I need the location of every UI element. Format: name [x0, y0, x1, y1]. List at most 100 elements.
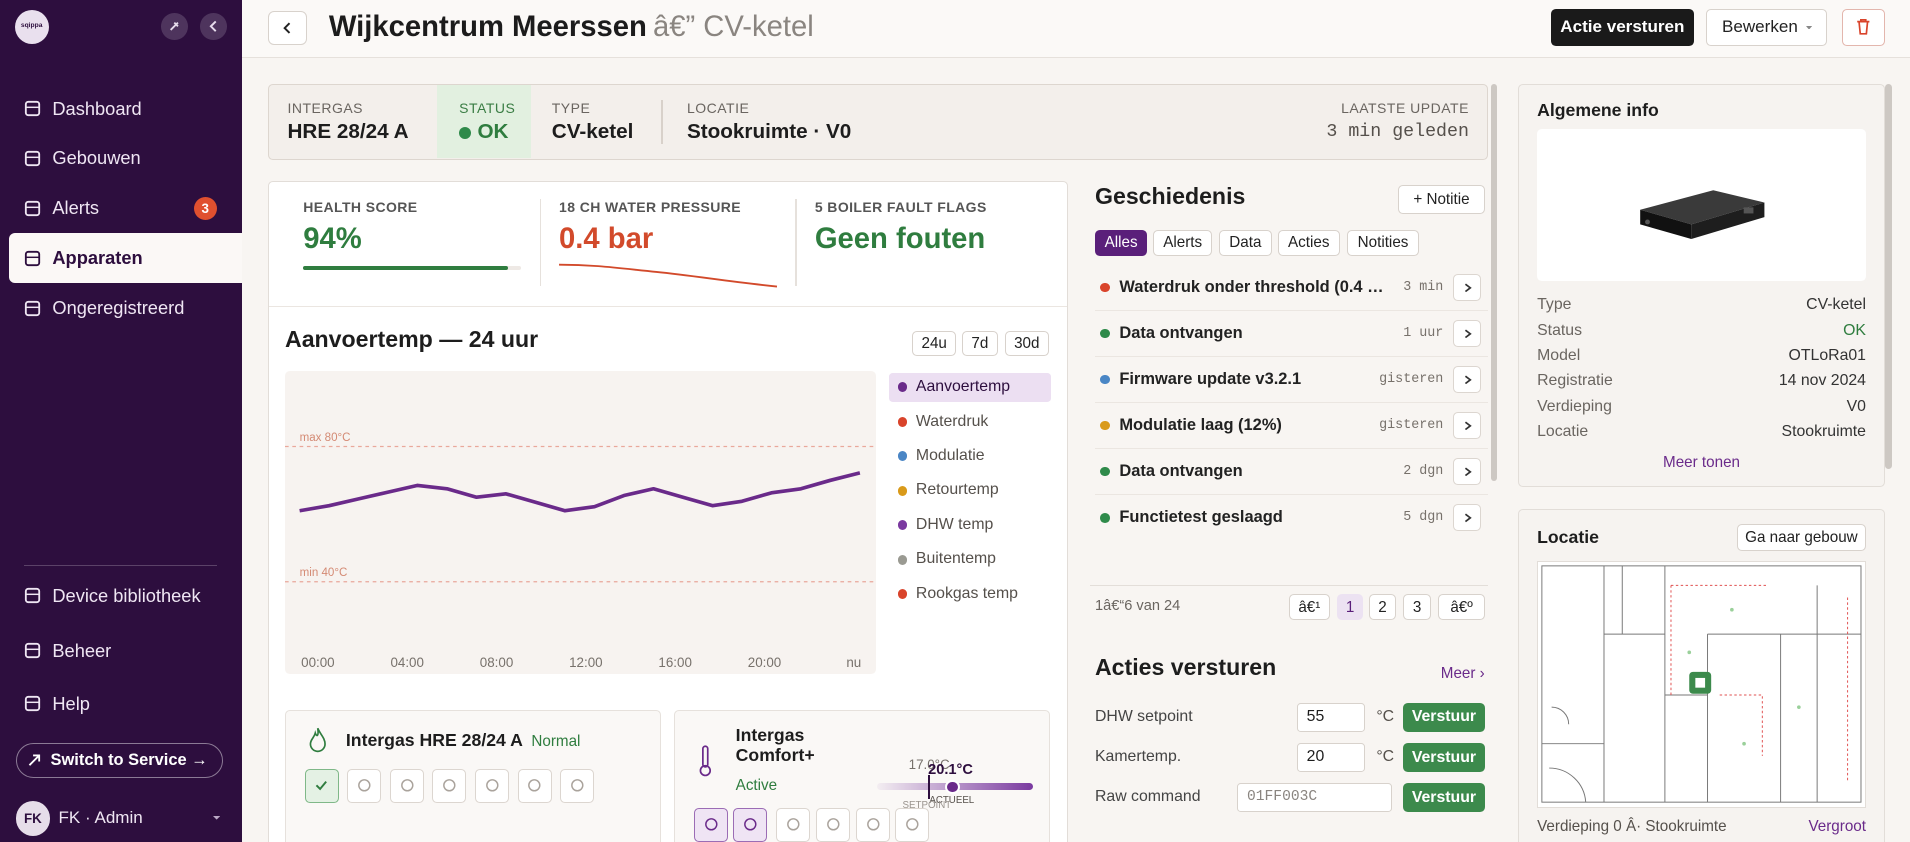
send-button[interactable]: Verstuur: [1403, 783, 1485, 813]
back-button[interactable]: [267, 10, 307, 46]
range-button[interactable]: 7d: [962, 331, 998, 356]
history-tab[interactable]: Alerts: [1153, 230, 1212, 256]
flame-icon: [309, 728, 327, 753]
info-more[interactable]: Meer tonen: [1663, 453, 1741, 471]
location-caption: Verdieping 0 Â· Stookruimte: [1537, 818, 1727, 836]
mode-button[interactable]: [475, 768, 510, 803]
x-tick-label: 16:00: [658, 654, 692, 670]
nav-item[interactable]: Gebouwen: [52, 147, 141, 169]
summary-value: Stookruimte · V0: [686, 120, 852, 144]
user-name[interactable]: FK · Admin: [58, 808, 143, 828]
nav-icon: [25, 100, 41, 117]
mode-button[interactable]: [560, 768, 595, 803]
nav-item[interactable]: Alerts: [52, 197, 100, 219]
send-button[interactable]: Verstuur: [1403, 742, 1485, 773]
history-open-button[interactable]: [1453, 274, 1482, 301]
nav-item[interactable]: Beheer: [52, 639, 112, 661]
mode-button[interactable]: [389, 768, 424, 803]
mode-icon: [744, 818, 757, 831]
send-button[interactable]: Verstuur: [1403, 702, 1485, 732]
mode-button[interactable]: [347, 768, 382, 803]
history-tab[interactable]: Data: [1219, 230, 1272, 256]
add-note-button[interactable]: + Notitie: [1398, 185, 1485, 215]
delete-button[interactable]: [1841, 8, 1886, 47]
collapse-button[interactable]: [199, 13, 227, 41]
mode-button[interactable]: [517, 768, 552, 803]
switch-button[interactable]: Switch to Service →: [15, 742, 223, 779]
history-text[interactable]: Firmware update v3.2.1: [1119, 370, 1302, 389]
page-button[interactable]: â€º: [1438, 594, 1485, 620]
commands-title: Acties versturen: [1094, 654, 1277, 681]
range-button[interactable]: 30d: [1004, 331, 1049, 356]
building-button[interactable]: Ga naar gebouw: [1736, 523, 1866, 551]
history-dot: [1099, 328, 1110, 339]
page-button[interactable]: 2: [1369, 594, 1396, 620]
history-tab[interactable]: Alles: [1094, 230, 1148, 256]
history-open-button[interactable]: [1453, 366, 1482, 393]
history-open-button[interactable]: [1453, 320, 1482, 347]
history-text[interactable]: Data ontvangen: [1119, 462, 1243, 481]
history-text[interactable]: Modulatie laag (12%): [1119, 416, 1282, 435]
legend-item[interactable]: Waterdruk: [915, 412, 989, 430]
trend-line: [299, 471, 861, 514]
info-title: Algemene info: [1537, 100, 1659, 121]
history-text[interactable]: Data ontvangen: [1119, 324, 1243, 343]
info-value: OTLoRa01: [1788, 347, 1866, 365]
mode-button[interactable]: [733, 807, 768, 842]
nav-item[interactable]: Help: [52, 693, 90, 715]
range-button[interactable]: 24u: [912, 331, 957, 356]
command-input[interactable]: 55: [1297, 702, 1366, 732]
page-button[interactable]: â€¹: [1288, 594, 1331, 620]
mode-button[interactable]: [304, 768, 339, 803]
nav-item[interactable]: Device bibliotheek: [52, 584, 201, 606]
location-zoom[interactable]: Vergroot: [1808, 818, 1866, 836]
history-tab[interactable]: Acties: [1277, 230, 1340, 256]
info-key: Status: [1537, 321, 1582, 339]
mode-button[interactable]: [775, 807, 810, 842]
mode-icon: [867, 818, 880, 831]
setpoint-value: 17.0°C: [908, 757, 950, 773]
command-input[interactable]: 01FF003C: [1237, 783, 1393, 813]
x-tick-label: 12:00: [569, 654, 603, 670]
slider-thumb: [945, 779, 960, 795]
last-update-label: LAATSTE UPDATE: [1341, 100, 1469, 117]
status-dot: [459, 126, 472, 139]
nav-item[interactable]: Ongeregistreerd: [52, 297, 185, 319]
history-text[interactable]: Functietest geslaagd: [1119, 508, 1283, 527]
page-title-main: Wijkcentrum Meerssen: [328, 11, 647, 44]
command-input[interactable]: 20: [1297, 742, 1366, 773]
nav-icon: [25, 696, 41, 712]
summary-label: INTERGAS: [287, 100, 364, 117]
mode-button[interactable]: [816, 807, 851, 842]
metric-value: Geen fouten: [814, 222, 986, 255]
legend-item[interactable]: Aanvoertemp: [915, 378, 1011, 396]
metric-label: 18 CH WATER PRESSURE: [559, 198, 742, 215]
mode-button[interactable]: [432, 768, 467, 803]
nav-item[interactable]: Dashboard: [52, 97, 142, 119]
command-unit: °C: [1376, 708, 1395, 726]
nav-item[interactable]: Apparaten: [52, 247, 143, 269]
legend-item[interactable]: DHW temp: [915, 515, 994, 533]
history-tab[interactable]: Notities: [1347, 230, 1419, 256]
mode-button[interactable]: [856, 807, 891, 842]
page-button[interactable]: 1: [1337, 594, 1363, 620]
legend-item[interactable]: Retourtemp: [915, 481, 999, 499]
device-state: Normal: [531, 732, 581, 750]
page-button[interactable]: 3: [1403, 594, 1432, 620]
history-open-button[interactable]: [1453, 504, 1482, 532]
primary-action-button[interactable]: Actie versturen: [1550, 8, 1695, 47]
history-time: gisteren: [1379, 417, 1444, 433]
history-open-button[interactable]: [1453, 412, 1482, 439]
threshold-label: max 80°C: [299, 431, 351, 444]
mode-button[interactable]: [694, 807, 729, 842]
history-open-button[interactable]: [1453, 458, 1482, 485]
history-text[interactable]: Waterdruk onder threshold (0.4 bar ...: [1119, 278, 1388, 297]
legend-item[interactable]: Buitentemp: [915, 550, 996, 568]
commands-more[interactable]: Meer ›: [1440, 664, 1485, 682]
legend-item[interactable]: Modulatie: [915, 446, 985, 464]
edit-button[interactable]: Bewerken: [1706, 8, 1827, 47]
legend-item[interactable]: Rookgas temp: [915, 584, 1018, 602]
legend-dot: [897, 589, 908, 599]
delete-icon: [1857, 19, 1870, 35]
mode-button[interactable]: [895, 807, 930, 842]
